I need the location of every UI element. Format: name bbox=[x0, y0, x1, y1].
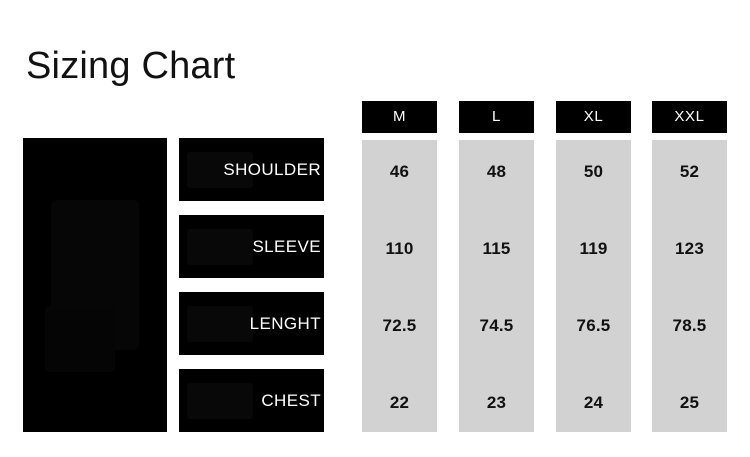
label-backdrop bbox=[187, 152, 253, 188]
size-header-m: M bbox=[362, 101, 437, 133]
value-cell: 22 bbox=[389, 393, 410, 412]
size-values-m: 46 110 72.5 22 bbox=[362, 140, 437, 432]
value-cell: 72.5 bbox=[382, 316, 417, 335]
size-column-xxl: XXL 52 123 78.5 25 bbox=[652, 101, 727, 432]
value-cell: 110 bbox=[385, 239, 414, 258]
value-cell: 74.5 bbox=[479, 316, 514, 335]
value-cell: 115 bbox=[482, 239, 511, 258]
size-header-l: L bbox=[459, 101, 534, 133]
size-header-xxl: XXL bbox=[652, 101, 727, 133]
label-backdrop bbox=[187, 229, 253, 265]
measurement-label-shoulder: SHOULDER bbox=[179, 138, 324, 201]
value-cell: 25 bbox=[679, 393, 700, 412]
value-cell: 52 bbox=[679, 162, 700, 181]
measurement-label-sleeve: SLEEVE bbox=[179, 215, 324, 278]
size-column-m: M 46 110 72.5 22 bbox=[362, 101, 437, 432]
measurement-label-text: SHOULDER bbox=[223, 160, 321, 179]
garment-silhouette-lower bbox=[45, 306, 115, 372]
size-header-xl: XL bbox=[556, 101, 631, 133]
size-values-l: 48 115 74.5 23 bbox=[459, 140, 534, 432]
measurement-label-text: CHEST bbox=[261, 391, 321, 410]
value-cell: 76.5 bbox=[576, 316, 611, 335]
label-backdrop bbox=[187, 383, 253, 419]
measurement-label-text: SLEEVE bbox=[252, 237, 321, 256]
value-cell: 24 bbox=[583, 393, 604, 412]
measurement-label-column: SHOULDER SLEEVE LENGHT CHEST bbox=[179, 138, 324, 432]
value-cell: 50 bbox=[583, 162, 604, 181]
value-cell: 78.5 bbox=[672, 316, 707, 335]
value-cell: 23 bbox=[486, 393, 507, 412]
product-image bbox=[23, 138, 167, 432]
value-cell: 123 bbox=[675, 239, 704, 258]
size-values-xl: 50 119 76.5 24 bbox=[556, 140, 631, 432]
measurement-label-lenght: LENGHT bbox=[179, 292, 324, 355]
measurement-label-text: LENGHT bbox=[249, 314, 321, 333]
size-values-xxl: 52 123 78.5 25 bbox=[652, 140, 727, 432]
value-cell: 119 bbox=[579, 239, 608, 258]
size-column-xl: XL 50 119 76.5 24 bbox=[556, 101, 631, 432]
page-title: Sizing Chart bbox=[26, 45, 236, 87]
value-cell: 46 bbox=[389, 162, 410, 181]
measurement-label-chest: CHEST bbox=[179, 369, 324, 432]
label-backdrop bbox=[187, 306, 253, 342]
value-cell: 48 bbox=[486, 162, 507, 181]
size-column-l: L 48 115 74.5 23 bbox=[459, 101, 534, 432]
